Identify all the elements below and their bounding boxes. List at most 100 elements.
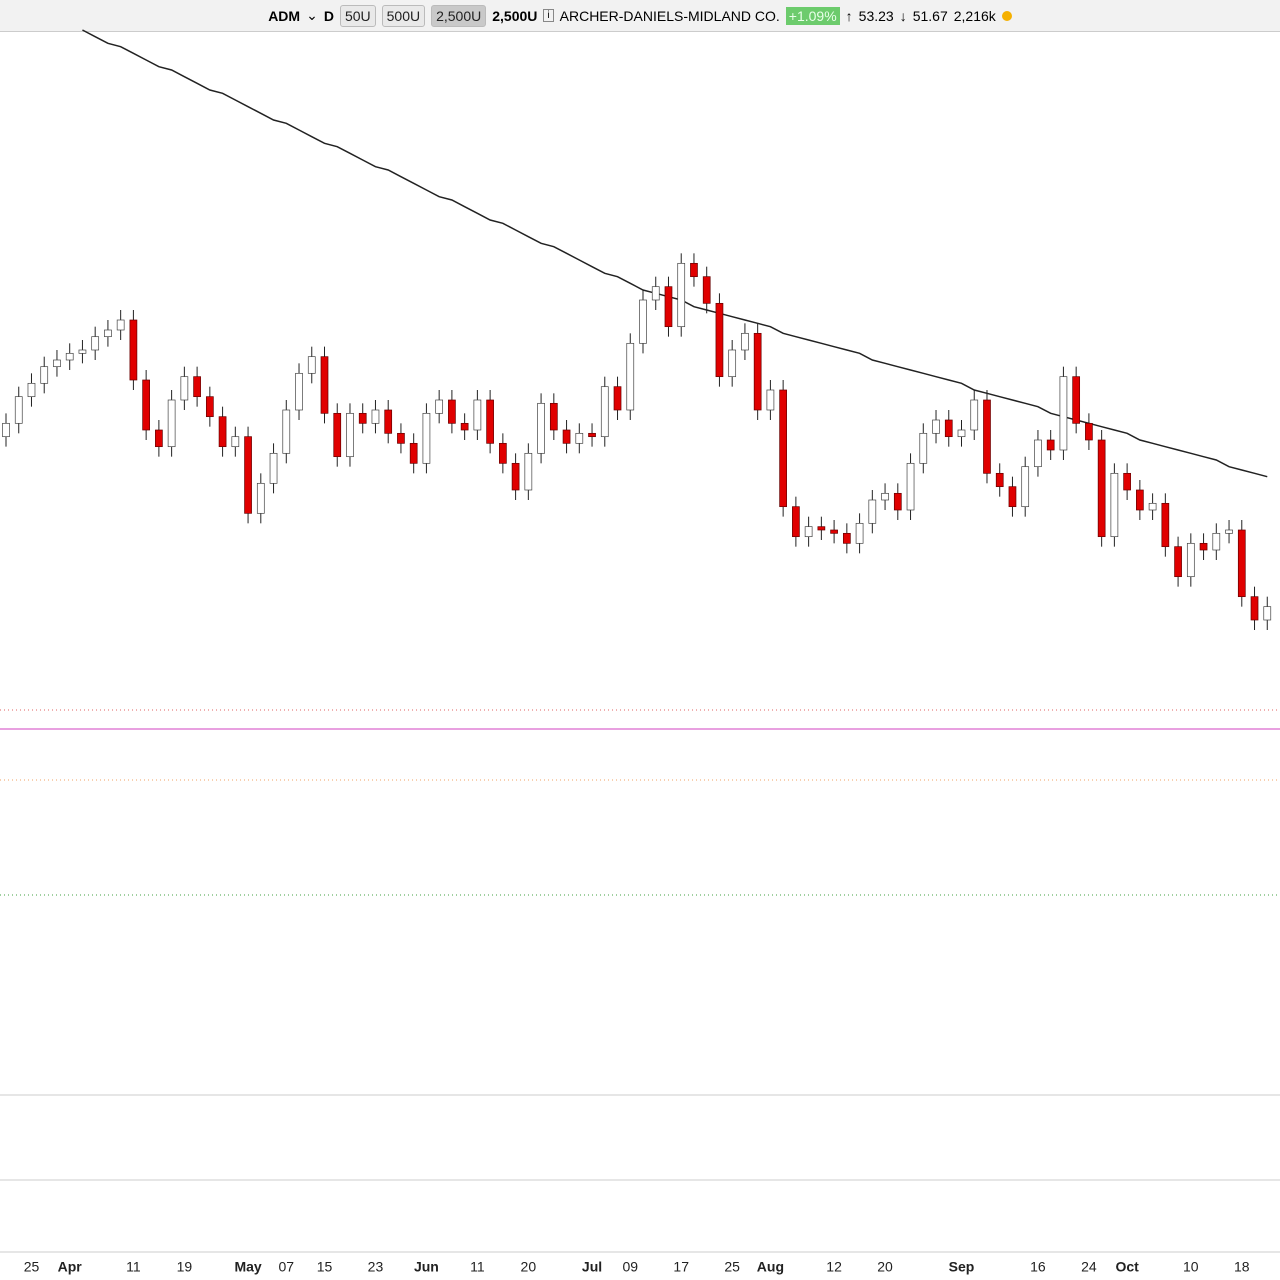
candle-body — [460, 422, 469, 431]
candle-body — [970, 399, 979, 431]
candle-body — [1263, 606, 1272, 621]
candle-body — [333, 412, 342, 458]
x-tick-label: Jul — [582, 1259, 602, 1275]
range[interactable]: 2,500U — [492, 7, 538, 24]
candle-body — [1186, 542, 1195, 578]
low-icon: ↓ — [899, 7, 907, 24]
candle-body — [1237, 529, 1246, 598]
x-tick-label: 07 — [278, 1259, 294, 1275]
x-tick-label: 12 — [826, 1259, 842, 1275]
candle-body — [346, 412, 354, 458]
candle-body — [409, 442, 418, 464]
x-tick-label: 25 — [724, 1259, 740, 1275]
candle-body — [104, 329, 112, 338]
candle-body — [677, 262, 686, 328]
candle-body — [919, 432, 928, 464]
candle-body — [1148, 502, 1157, 511]
candle-body — [422, 412, 431, 464]
candle-body — [588, 432, 596, 438]
candle-body — [549, 402, 558, 431]
candle-body — [129, 319, 138, 381]
candle-body — [1250, 596, 1259, 621]
candle-body — [779, 389, 787, 508]
candle-body — [702, 276, 711, 304]
interval[interactable]: D — [323, 7, 334, 24]
candle-body — [486, 399, 494, 444]
x-tick-label: 18 — [1234, 1259, 1250, 1275]
x-tick-label: 09 — [622, 1259, 638, 1275]
x-tick-label: 17 — [673, 1259, 689, 1275]
candle-body — [626, 342, 635, 411]
candle-body — [1008, 486, 1017, 508]
x-tick-label: 11 — [470, 1259, 485, 1275]
zoom-button[interactable]: 500U — [381, 4, 426, 27]
candle-body — [1123, 472, 1131, 491]
candle-body — [766, 389, 775, 411]
symbol[interactable]: ADM — [268, 7, 301, 24]
candle-body — [116, 319, 125, 331]
candle-body — [651, 286, 660, 301]
candle-body — [893, 492, 902, 511]
candle-body — [575, 432, 584, 444]
candle-body — [1110, 472, 1119, 538]
candle-body — [537, 402, 545, 454]
status-dot — [1001, 10, 1012, 21]
candle-body — [562, 429, 571, 444]
x-tick-label: 24 — [1081, 1259, 1097, 1275]
candle-body — [1225, 529, 1233, 534]
candle-body — [14, 396, 23, 424]
candle-body — [499, 442, 507, 464]
x-tick-label: Aug — [757, 1259, 784, 1275]
candle-body — [1097, 439, 1106, 538]
x-tick-label: Sep — [949, 1259, 975, 1275]
candle-body — [65, 352, 74, 361]
candle-body — [957, 429, 966, 438]
candle-body — [142, 379, 150, 431]
candle-body — [792, 506, 800, 538]
candle-body — [205, 396, 214, 418]
candle-body — [906, 462, 915, 511]
candle-body — [639, 299, 647, 344]
candle-body — [600, 386, 609, 438]
candle-body — [830, 529, 838, 534]
candle-body — [868, 499, 877, 524]
x-tick-label: 23 — [368, 1259, 384, 1275]
candle-body — [1072, 376, 1081, 424]
candle-body — [473, 399, 482, 431]
candle-body — [804, 526, 813, 538]
candle-body — [435, 399, 444, 414]
candle-body — [1085, 422, 1093, 441]
x-tick-label: Jun — [414, 1259, 439, 1275]
candle-body — [932, 419, 940, 434]
candle-body — [244, 436, 252, 514]
candle-body — [715, 302, 724, 378]
candle-body — [53, 359, 61, 368]
toolbar: ADM ⌄ D 50U 500U 2,500U 2,500U i ARCHER-D… — [0, 0, 1280, 32]
candle-body — [307, 356, 316, 374]
x-tick-label: 19 — [177, 1259, 193, 1275]
x-tick-label: 11 — [126, 1259, 141, 1275]
company: ARCHER-DANIELS-MIDLAND CO. — [559, 7, 780, 24]
x-tick-label: 10 — [1183, 1259, 1199, 1275]
x-tick-label: Oct — [1115, 1259, 1139, 1275]
candle-body — [753, 332, 762, 411]
candle-body — [1021, 466, 1030, 508]
candle-body — [1034, 439, 1042, 468]
candle-body — [1059, 376, 1068, 451]
candle-body — [817, 526, 826, 531]
candle-body — [371, 409, 380, 424]
zoom-button[interactable]: 2,500U — [431, 4, 487, 27]
candle-body — [1046, 439, 1055, 451]
info-icon[interactable]: i — [543, 9, 554, 22]
volume: 2,216k — [953, 7, 996, 24]
candle-body — [613, 386, 622, 411]
candle-body — [397, 432, 405, 444]
candle-body — [1174, 546, 1182, 578]
candle-body — [511, 462, 520, 491]
x-tick-label: 15 — [317, 1259, 333, 1275]
moving-average — [82, 29, 1268, 478]
candle-body — [231, 436, 240, 448]
candle-body — [320, 356, 329, 414]
zoom-button[interactable]: 50U — [339, 4, 376, 27]
